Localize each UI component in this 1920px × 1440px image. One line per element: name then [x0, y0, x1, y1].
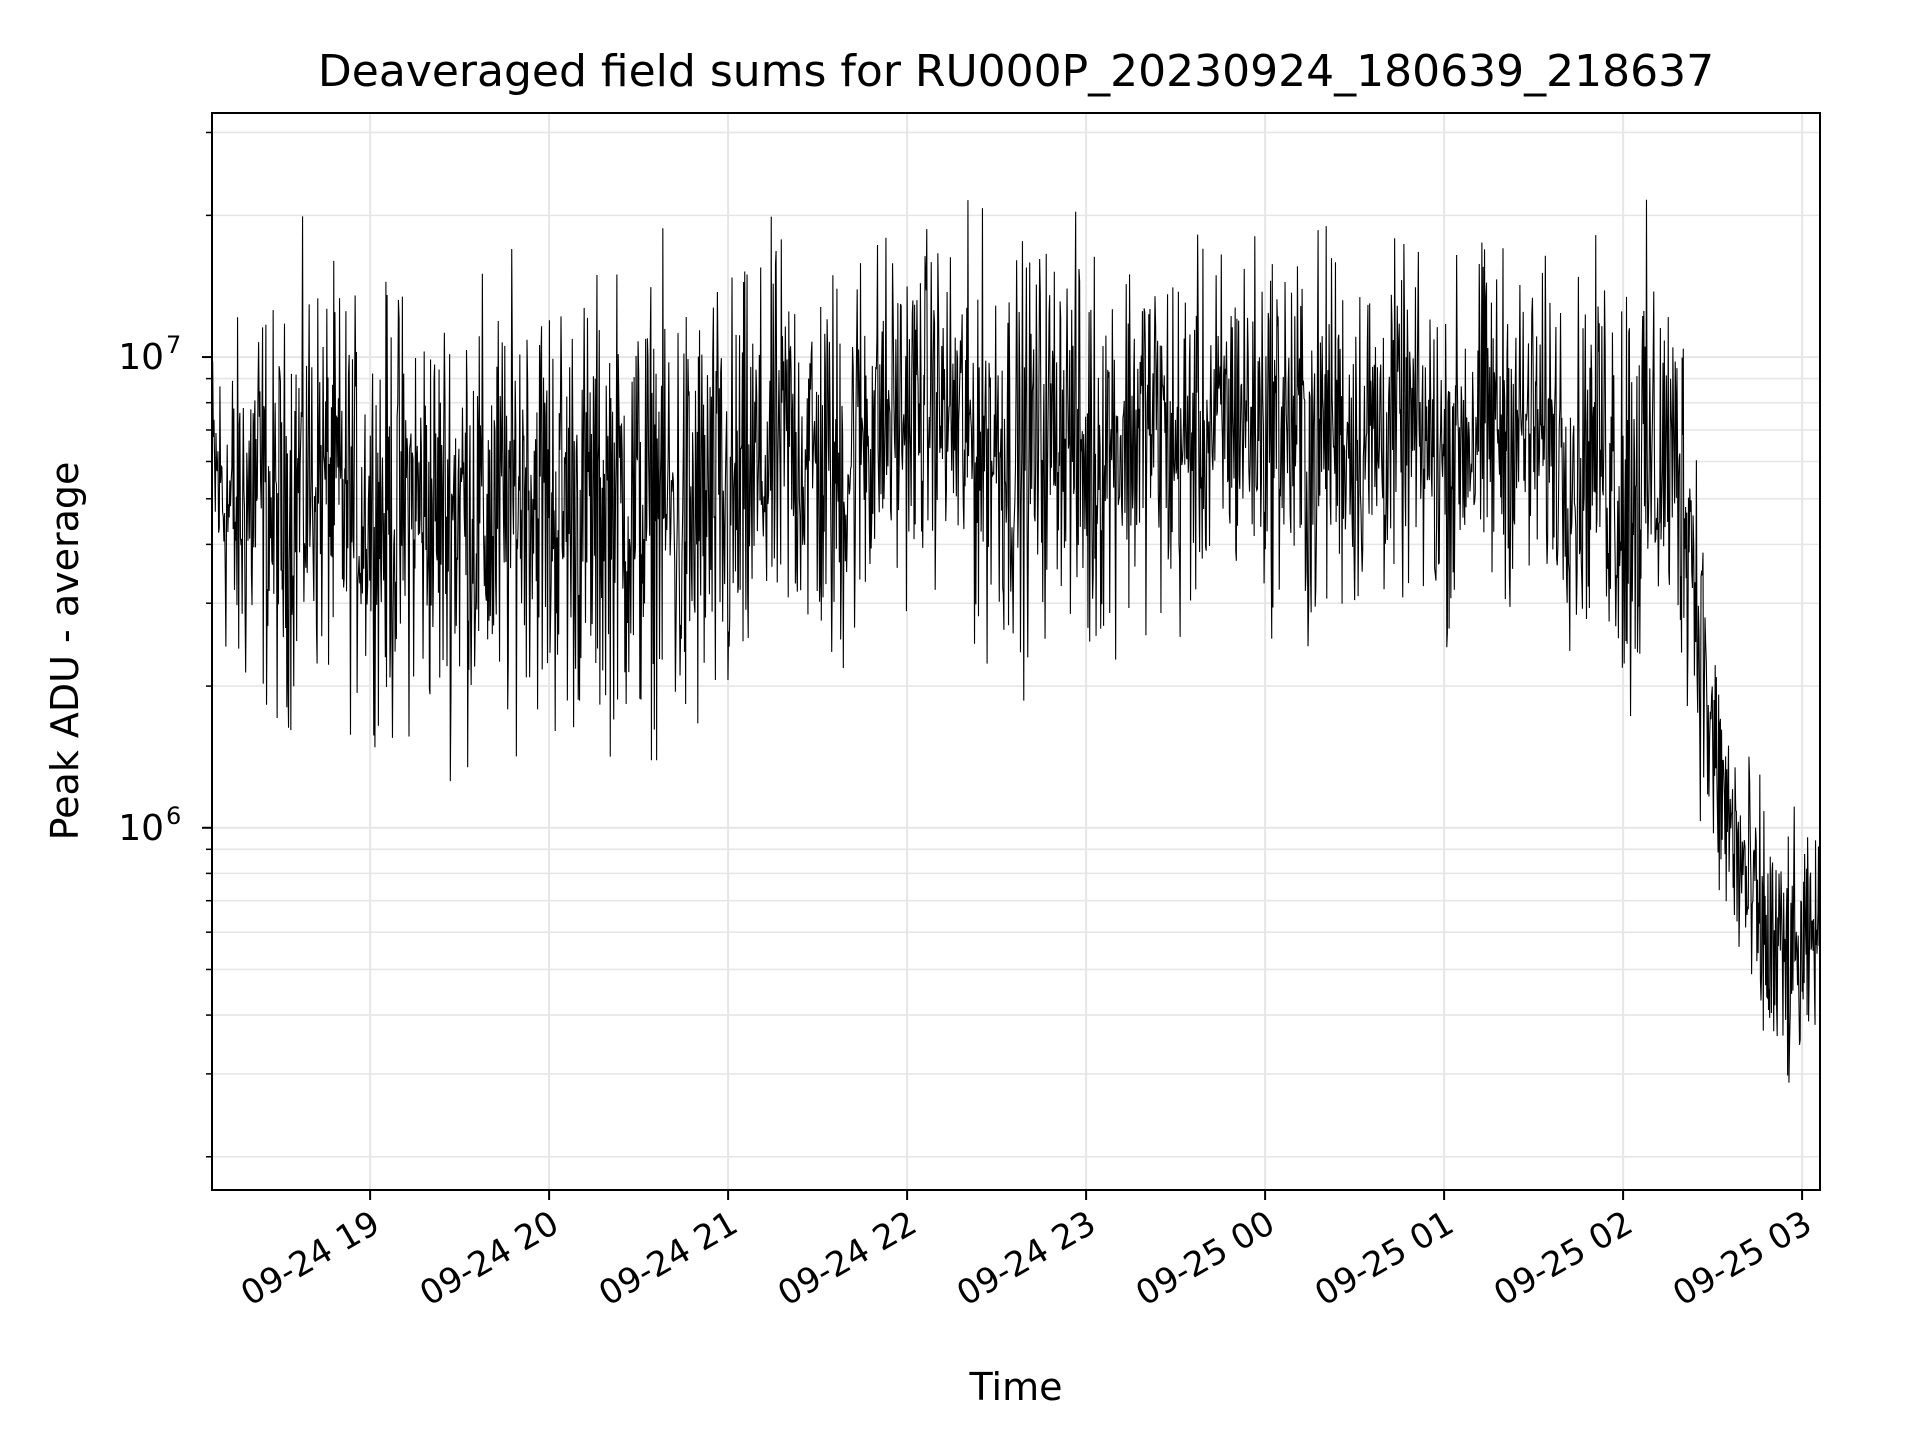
y-tick-label-exponent: 6 [166, 802, 181, 830]
plot-frame [211, 112, 1821, 1191]
chart-title: Deaveraged field sums for RU000P_2023092… [318, 46, 1714, 97]
data-series [211, 199, 1821, 1083]
y-tick-label-base: 10 [118, 808, 164, 849]
y-tick-label: 10 [118, 337, 164, 378]
x-axis-label: Time [969, 1365, 1063, 1409]
series-line [211, 199, 1821, 1083]
y-tick-label-exponent: 7 [166, 331, 181, 359]
y-axis-label: Peak ADU - average [43, 462, 87, 841]
y-tick-label-base: 10 [118, 337, 164, 378]
y-tick-label: 10 [118, 808, 164, 849]
